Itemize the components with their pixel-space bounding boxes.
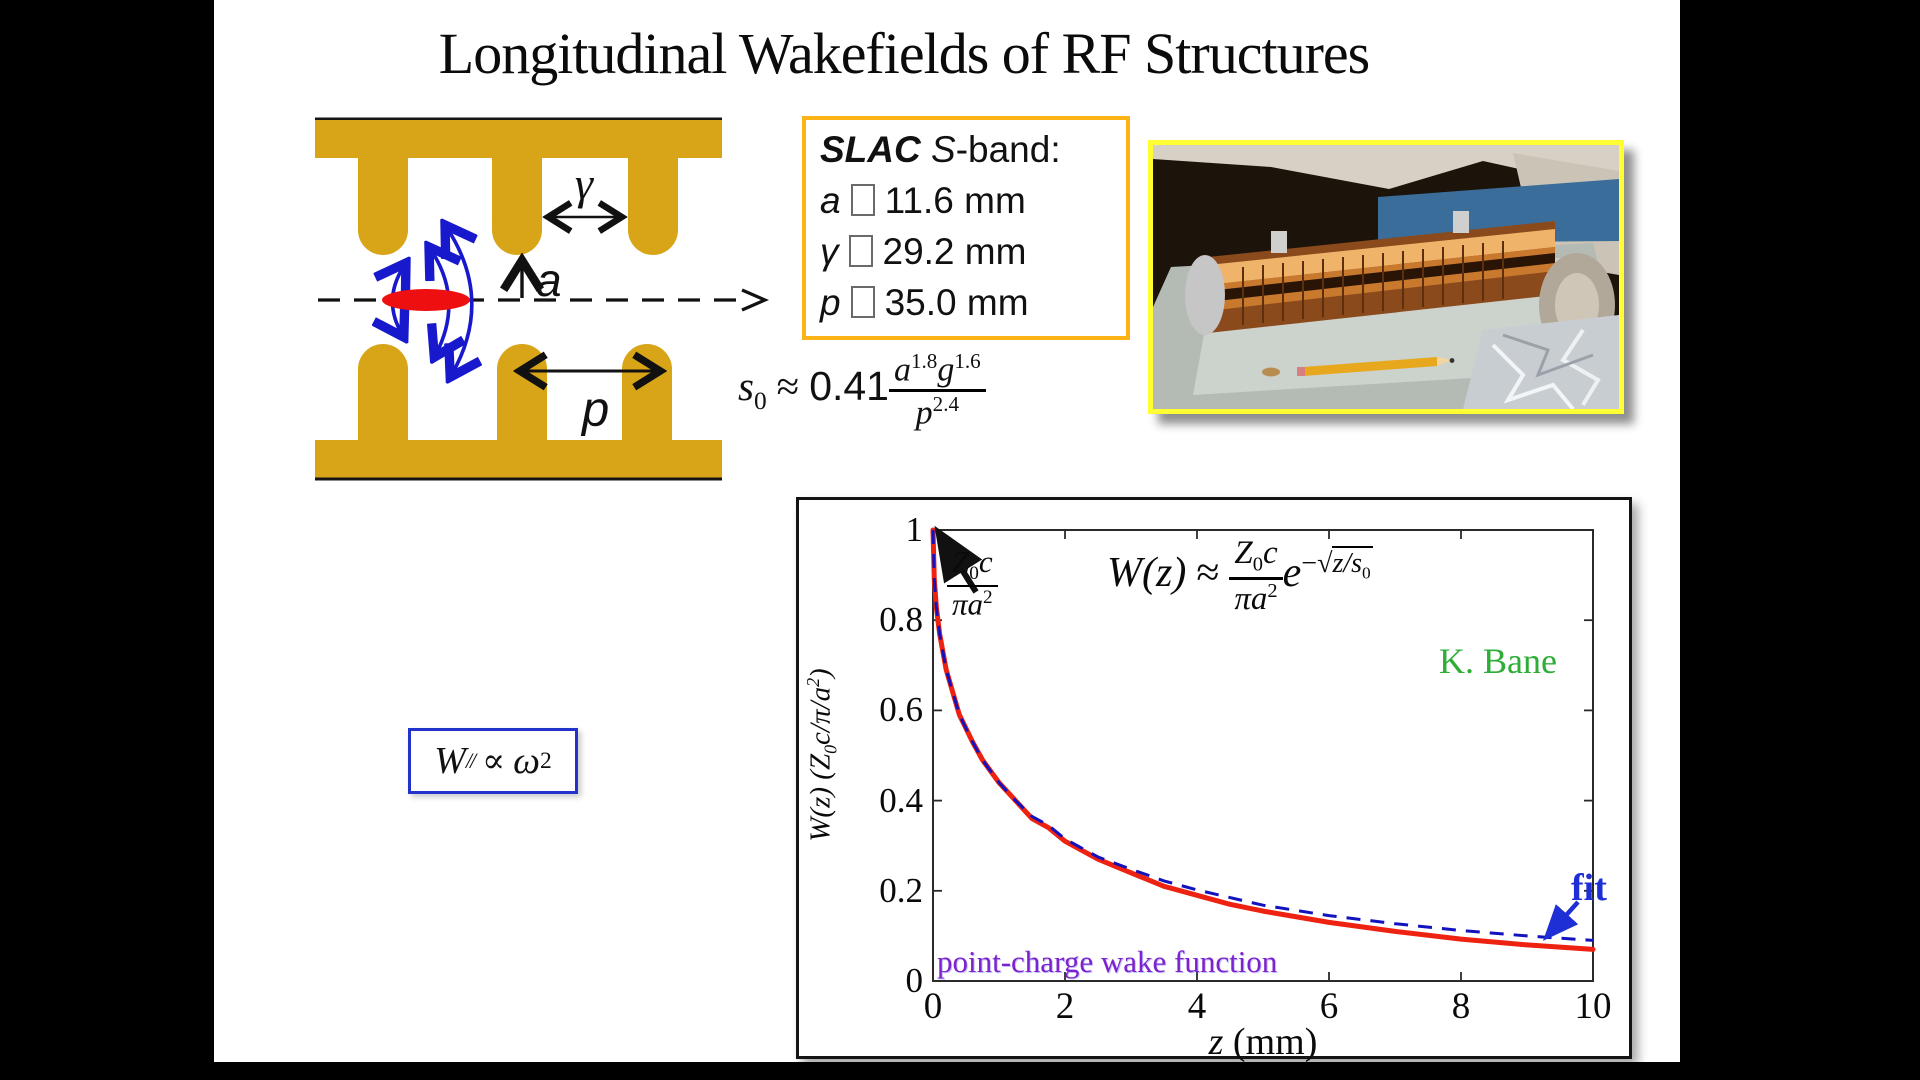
x-tick-label: 0 <box>923 986 943 1027</box>
param-row-g: γ 29.2 mm <box>820 231 1027 272</box>
approx-missing-glyph <box>850 286 875 318</box>
fit-label: fit <box>1571 867 1607 909</box>
x-tick-label: 8 <box>1451 986 1471 1027</box>
brand-label: SLAC <box>820 129 921 170</box>
peak-arrow <box>934 525 983 594</box>
y-tick-label: 0.2 <box>879 870 923 910</box>
x-tick-label: 6 <box>1319 986 1339 1027</box>
x-tick-label: 4 <box>1187 986 1207 1027</box>
copper-structure <box>1185 211 1615 357</box>
sband-structure-photo <box>1148 140 1624 414</box>
top-wall <box>315 117 722 255</box>
y-tick-label: 0 <box>905 961 924 1000</box>
equation-fraction: Z0c πa2 <box>1229 536 1283 617</box>
blue-backdrop <box>1378 179 1619 243</box>
y-tick-label: 0.8 <box>879 600 923 640</box>
y-tick-label: 1 <box>905 510 924 549</box>
tissue-paper <box>1153 145 1619 191</box>
pencil <box>1262 357 1455 377</box>
plot-frame <box>932 529 1594 982</box>
params-box: SLAC S-band: a 11.6 mm γ 29.2 mm p 35.0 mm <box>802 116 1130 340</box>
approx-missing-glyph <box>850 184 875 216</box>
slide: Longitudinal Wakefields of RF Structures <box>214 0 1680 1063</box>
param-row-a: a 11.6 mm <box>820 180 1026 221</box>
photo-scene <box>1153 145 1619 411</box>
params-heading: SLAC S-band: <box>820 129 1061 170</box>
param-row-p: p 35.0 mm <box>820 282 1029 323</box>
credit-label: K. Bane <box>1439 641 1557 681</box>
peak-amplitude-label: Z0c πa2 <box>947 545 998 621</box>
beam-axis <box>318 288 770 312</box>
wake-chart: 0 0.2 0.4 0.6 0.8 1 0 2 4 6 8 10 z (mm) W(z) (Z0c/… <box>796 497 1632 1063</box>
period-label: p <box>580 383 609 437</box>
iris-label: a <box>536 254 562 306</box>
x-tick-label: 2 <box>1055 986 1075 1027</box>
coin <box>1262 367 1280 377</box>
y-tick-label: 0.6 <box>879 690 923 730</box>
slide-title: Longitudinal Wakefields of RF Structures <box>438 21 1370 86</box>
fit-curve <box>931 529 1594 942</box>
x-axis-label: z (mm) <box>1208 1021 1318 1063</box>
fit-arrow <box>1542 900 1580 941</box>
bottom-wall <box>315 344 722 481</box>
s0-fraction: a1.8g1.6 p2.4 <box>889 350 986 431</box>
electron-bunch <box>382 289 470 311</box>
w-parallel-box: W//∝ ω 2 <box>408 728 578 794</box>
wake-function-label: point-charge wake function <box>937 944 1278 979</box>
wake-plot <box>930 525 1596 982</box>
approx-missing-glyph <box>848 235 873 267</box>
aluminum-foil <box>1463 315 1619 411</box>
rf-structure-diagram: γ a p <box>315 117 770 481</box>
x-tick-label: 10 <box>1574 986 1612 1027</box>
gap-label: γ <box>575 158 595 209</box>
wake-equation: W(z) ≈ Z0c πa2 e−√z/s0 <box>1107 535 1373 618</box>
y-axis-label: W(z) (Z0c/π/a2) <box>803 668 841 842</box>
y-tick-label: 0.4 <box>879 780 923 820</box>
s0-formula: s0 ≈0.41 a1.8g1.6 p2.4 <box>738 350 986 431</box>
